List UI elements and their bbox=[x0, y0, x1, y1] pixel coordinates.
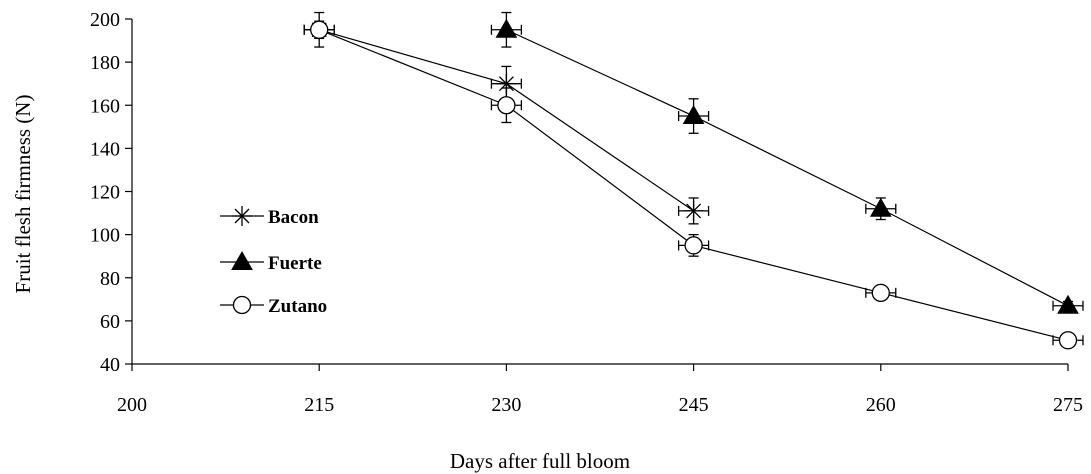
data-point-fuerte bbox=[495, 18, 518, 38]
legend-marker-bacon bbox=[232, 206, 252, 226]
y-tick-label: 80 bbox=[100, 268, 120, 290]
legend-item-bacon: Bacon bbox=[220, 206, 319, 228]
legend-label-fuerte: Fuerte bbox=[268, 253, 322, 274]
data-point-fuerte bbox=[1057, 294, 1079, 314]
series-line-fuerte bbox=[506, 29, 1069, 307]
data-point-zutano bbox=[497, 96, 516, 115]
x-axis-title: Days after full bloom bbox=[450, 449, 630, 473]
data-point-zutano bbox=[684, 236, 703, 255]
x-tick-label: 215 bbox=[304, 394, 334, 416]
y-tick-label: 160 bbox=[90, 95, 120, 117]
x-tick-label: 200 bbox=[117, 394, 147, 416]
data-point-zutano bbox=[310, 20, 329, 39]
data-point-zutano bbox=[1058, 331, 1078, 350]
y-tick-label: 40 bbox=[100, 354, 120, 376]
y-tick-label: 60 bbox=[100, 311, 120, 333]
asterisk-stroke bbox=[686, 203, 702, 219]
asterisk-stroke bbox=[234, 208, 250, 224]
x-tick-label: 275 bbox=[1053, 394, 1083, 416]
data-point-bacon bbox=[496, 73, 517, 94]
data-point-fuerte bbox=[869, 197, 892, 217]
y-tick-label: 200 bbox=[90, 9, 120, 31]
plot-area bbox=[303, 11, 1084, 350]
data-point-bacon bbox=[683, 200, 704, 221]
y-tick-label: 180 bbox=[90, 52, 120, 74]
asterisk-stroke bbox=[498, 76, 514, 92]
y-tick-label: 140 bbox=[90, 138, 120, 160]
axes: 40 60 80 100 120 140 160 180 200 200 215 230 245 260 2… bbox=[90, 9, 1083, 416]
legend-item-zutano: Zutano bbox=[220, 295, 327, 317]
y-axis-title: Fruit flesh firmness (N) bbox=[11, 95, 35, 294]
legend: Bacon Fuerte Zutano bbox=[220, 206, 327, 317]
x-tick-label: 245 bbox=[679, 394, 709, 416]
data-point-fuerte bbox=[682, 105, 705, 125]
data-point-zutano bbox=[871, 283, 890, 302]
legend-label-zutano: Zutano bbox=[268, 296, 327, 317]
legend-marker-fuerte bbox=[231, 250, 253, 270]
y-tick-label: 120 bbox=[90, 182, 120, 204]
legend-label-bacon: Bacon bbox=[268, 207, 319, 228]
y-tick-label: 100 bbox=[90, 225, 120, 247]
legend-marker-zutano bbox=[232, 295, 252, 315]
x-tick-label: 260 bbox=[866, 394, 896, 416]
x-tick-label: 230 bbox=[491, 394, 521, 416]
series-line-zutano bbox=[318, 29, 1069, 341]
legend-item-fuerte: Fuerte bbox=[220, 250, 322, 274]
